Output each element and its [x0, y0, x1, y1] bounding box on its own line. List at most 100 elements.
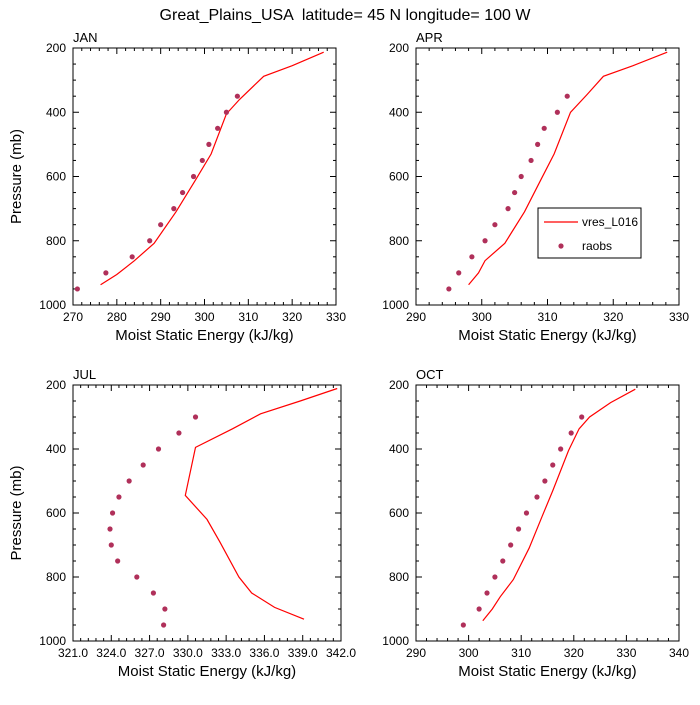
plot-frame	[72, 47, 337, 306]
raobs-point	[484, 590, 490, 596]
legend-obs-label: raobs	[582, 239, 612, 253]
x-tick-label: 280	[107, 310, 127, 324]
x-tick-label: 340	[669, 646, 689, 660]
raobs-point	[518, 173, 524, 180]
x-tick-label: 290	[151, 310, 171, 324]
panel-jul: 321.0 324.0 327.0 330.0 333.0 336.0 339.0 342.0…	[8, 367, 356, 680]
raobs-point	[542, 478, 548, 484]
y-tick-label: 200	[389, 41, 409, 55]
y-tick-label: 800	[389, 234, 409, 248]
x-tick-label: 330	[616, 646, 636, 660]
raobs-point	[528, 157, 534, 164]
y-tick-label: 800	[46, 234, 66, 248]
raobs-point	[190, 173, 197, 180]
raobs-point	[155, 446, 162, 452]
raobs-point	[162, 606, 168, 612]
x-tick-label: 310	[537, 310, 557, 324]
y-tick-label: 800	[389, 570, 409, 584]
raobs-point	[500, 558, 506, 564]
raobs-point	[456, 270, 462, 276]
x-tick-label: 270	[63, 310, 83, 324]
model-line	[482, 388, 636, 622]
raobs-point	[492, 222, 498, 228]
raobs-point	[508, 542, 514, 548]
raobs-point	[492, 574, 498, 580]
plot-frame	[415, 384, 680, 642]
y-axis-title: Pressure (mb)	[8, 129, 25, 224]
y-tick-label: 600	[46, 506, 66, 520]
x-tick-label: 290	[406, 310, 426, 324]
raobs-point	[107, 526, 113, 532]
raobs-point	[199, 157, 205, 164]
y-tick-label: 400	[389, 442, 409, 456]
x-axis-title: Moist Static Energy (kJ/kg)	[458, 663, 636, 680]
raobs-point	[115, 558, 121, 564]
x-tick-label: 330	[326, 310, 346, 324]
y-tick-label: 800	[46, 570, 66, 584]
raobs-point	[568, 430, 574, 436]
panel-title: JUL	[73, 367, 96, 382]
legend-marker-swatch	[558, 243, 564, 249]
raobs-point	[550, 462, 556, 468]
raobs-point	[541, 125, 547, 131]
x-tick-label: 342.0	[326, 646, 356, 660]
raobs-point	[134, 574, 140, 580]
x-tick-label: 321.0	[58, 646, 88, 660]
raobs-point	[223, 109, 230, 115]
main-title: Great_Plains_USA latitude= 45 N longitud…	[160, 7, 532, 24]
raobs-point	[206, 141, 212, 147]
model-line	[184, 387, 338, 620]
raobs-point	[523, 510, 530, 516]
x-tick-label: 320	[282, 310, 302, 324]
raobs-point	[192, 414, 199, 420]
y-tick-label: 200	[46, 378, 66, 392]
raobs-point	[179, 189, 186, 196]
model-line	[100, 51, 324, 286]
model-line	[468, 51, 668, 286]
x-tick-label: 320	[603, 310, 623, 324]
raobs-point	[109, 510, 116, 516]
raobs-point	[129, 254, 135, 260]
raobs-point	[158, 222, 164, 228]
raobs-point	[176, 430, 182, 436]
y-tick-label: 600	[389, 506, 409, 520]
x-tick-label: 324.0	[96, 646, 126, 660]
x-tick-label: 300	[194, 310, 214, 324]
y-tick-label: 400	[46, 442, 66, 456]
x-tick-label: 320	[564, 646, 584, 660]
raobs-point	[108, 542, 114, 548]
raobs-point	[579, 414, 585, 420]
raobs-point	[147, 238, 153, 244]
raobs-point	[554, 109, 560, 115]
panel-title: JAN	[73, 30, 98, 45]
raobs-point	[74, 286, 80, 292]
raobs-point	[234, 93, 240, 99]
x-tick-label: 310	[238, 310, 258, 324]
raobs-point	[535, 141, 541, 147]
x-tick-label: 327.0	[135, 646, 165, 660]
y-tick-label: 200	[389, 378, 409, 392]
raobs-point	[103, 270, 109, 276]
x-tick-label: 290	[406, 646, 426, 660]
x-tick-label: 336.0	[249, 646, 279, 660]
x-tick-label: 300	[459, 646, 479, 660]
panel-jan: 270 280 290 300 310 320 330 200 400 600 800 1000 JAN…	[8, 30, 346, 344]
panel-title: OCT	[416, 367, 444, 382]
y-tick-label: 600	[389, 170, 409, 184]
x-tick-label: 300	[472, 310, 492, 324]
raobs-point	[534, 494, 540, 500]
x-tick-label: 339.0	[288, 646, 318, 660]
raobs-point	[171, 206, 177, 212]
y-tick-label: 1000	[39, 634, 66, 648]
x-tick-label: 333.0	[211, 646, 241, 660]
raobs-point	[558, 446, 564, 452]
raobs-point	[215, 125, 221, 131]
raobs-point	[515, 526, 522, 532]
panel-title: APR	[416, 30, 443, 45]
x-axis-title: Moist Static Energy (kJ/kg)	[458, 327, 636, 344]
raobs-point	[161, 622, 167, 628]
raobs-point	[512, 189, 518, 196]
